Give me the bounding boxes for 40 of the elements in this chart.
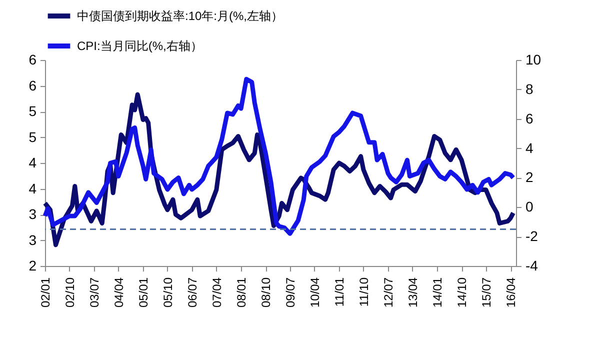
- y2-tick-label: -4: [526, 258, 538, 274]
- y-tick-label: 4: [28, 180, 37, 196]
- x-tick-label: 14/10: [455, 277, 470, 308]
- x-tick-label: 12/07: [381, 277, 396, 308]
- x-tick-label: 06/07: [185, 277, 200, 308]
- x-tick-label: 08/01: [234, 277, 249, 308]
- y2-tick-label: 2: [526, 169, 534, 186]
- x-tick-label: 09/07: [283, 277, 298, 308]
- y2-tick-label: 0: [526, 198, 534, 215]
- x-tick-label: 04/04: [112, 277, 126, 308]
- y-tick-label: 6: [28, 77, 37, 94]
- y2-tick-label: -2: [526, 228, 538, 244]
- x-tick-label: 05/10: [160, 277, 175, 308]
- y2-tick-label: 8: [526, 80, 534, 97]
- y-tick-label: 6: [28, 52, 37, 68]
- x-tick-label: 02/10: [62, 277, 77, 308]
- legend-label: 中债国债到期收益率:10年:月(%,左轴）: [77, 9, 284, 23]
- x-tick-label: 13/04: [406, 277, 420, 308]
- x-tick-label: 05/01: [136, 277, 151, 308]
- x-tick-label: 07/04: [210, 277, 224, 308]
- x-tick-label: 11/10: [356, 277, 371, 307]
- y-tick-label: 2: [28, 258, 37, 274]
- x-tick-label: 02/01: [38, 277, 52, 308]
- x-tick-label: 11/01: [332, 277, 347, 307]
- x-tick-label: 10/04: [308, 277, 322, 308]
- x-tick-label: 14/01: [430, 277, 445, 308]
- line-series: [42, 76, 516, 236]
- legend-label: CPI:当月同比(%,右轴）: [77, 39, 202, 53]
- y-tick-label: 5: [28, 128, 37, 145]
- x-tick-label: 16/04: [504, 277, 518, 308]
- y-tick-label: 4: [28, 154, 37, 170]
- y-tick-label: 3: [28, 232, 37, 248]
- y2-tick-label: 6: [526, 110, 534, 126]
- x-tick-label: 15/07: [479, 277, 494, 308]
- y2-tick-label: 10: [526, 52, 542, 68]
- y-tick-label: 3: [28, 206, 37, 222]
- y2-tick-label: 4: [526, 140, 534, 156]
- x-tick-label: 08/10: [259, 277, 274, 308]
- x-tick-label: 03/07: [87, 277, 102, 308]
- y-tick-label: 5: [28, 103, 37, 119]
